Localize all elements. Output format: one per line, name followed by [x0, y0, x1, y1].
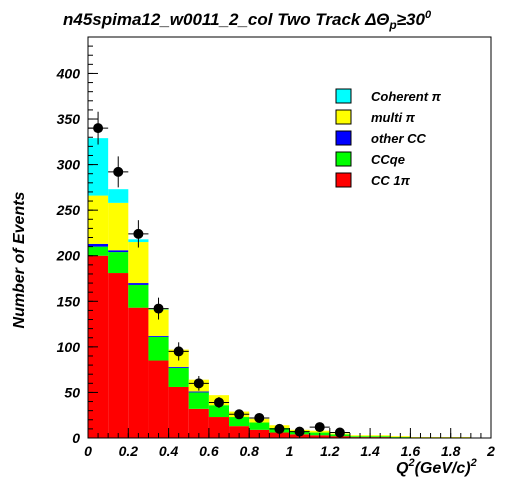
y-tick-label: 200 — [56, 248, 81, 264]
bar-other-cc — [188, 391, 209, 393]
y-tick-label: 0 — [72, 430, 80, 446]
bar-ccqe — [88, 246, 109, 256]
data-point — [173, 346, 184, 357]
legend-swatch — [335, 151, 352, 167]
bar-ccqe — [128, 284, 149, 308]
y-tick-label: 350 — [57, 111, 81, 127]
y-tick-label: 300 — [57, 157, 81, 173]
bar-ccqe — [168, 367, 189, 387]
x-tick-label: 1.8 — [441, 443, 461, 459]
bar-ccqe — [249, 422, 270, 430]
legend-swatch — [335, 109, 352, 125]
axes: 0 0.2 0.4 0.6 0.8 1 1.2 1.4 1.6 1.8 2 0 50 100 150 200 2… — [56, 36, 495, 459]
bar-other-cc — [108, 250, 129, 253]
xlabel-sup1: 2 — [407, 457, 414, 469]
legend-swatch — [335, 88, 352, 104]
bar-multi- — [88, 195, 109, 244]
bar-coherent- — [88, 138, 109, 196]
y-axis-label: Number of Events — [11, 191, 28, 328]
bar-cc-1- — [188, 408, 209, 438]
title-main: n45spima12_w0011_2_col Two Track — [63, 10, 365, 29]
bar-cc-1- — [168, 386, 189, 438]
data-point — [314, 422, 325, 433]
bar-other-cc — [88, 243, 109, 247]
title-sub: p — [388, 18, 396, 32]
data-point — [153, 303, 164, 314]
data-point — [93, 123, 104, 134]
bar-other-cc — [128, 283, 149, 285]
x-tick-label: 1.6 — [401, 443, 421, 459]
data-point — [213, 397, 224, 408]
data-point — [193, 378, 204, 389]
bar-cc-1- — [148, 360, 169, 438]
bar-cc-1- — [229, 426, 250, 438]
data-point — [133, 228, 144, 239]
y-tick-label: 150 — [57, 293, 81, 309]
chart-title: n45spima12_w0011_2_col Two Track ΔΘp≥300 — [63, 9, 432, 32]
bar-cc-1- — [208, 417, 230, 438]
bar-cc-1- — [108, 273, 129, 438]
legend: Coherent π multi π other CC CCqe CC 1π — [335, 88, 442, 188]
legend-label: multi π — [371, 110, 416, 125]
bar-other-cc — [168, 366, 189, 368]
data-point — [274, 423, 285, 434]
stacked-bars — [88, 138, 471, 438]
x-axis-label: Q2(GeV/c)2 — [396, 457, 477, 477]
x-tick-label: 1 — [286, 443, 294, 459]
xlabel-q: Q — [396, 460, 409, 477]
xlabel-unit: (GeV/c) — [415, 460, 471, 477]
y-tick-label: 50 — [64, 384, 80, 400]
bar-coherent- — [108, 189, 129, 203]
y-tick-label: 400 — [56, 65, 81, 81]
x-tick-label: 2 — [486, 443, 495, 459]
bar-multi- — [148, 309, 169, 336]
bar-other-cc — [148, 335, 169, 337]
bar-multi- — [128, 242, 149, 284]
data-points — [88, 111, 350, 438]
x-tick-label: 0 — [84, 443, 92, 459]
xlabel-sup2: 2 — [470, 457, 477, 469]
title-sup: 0 — [425, 9, 432, 21]
data-point — [254, 412, 265, 423]
bar-ccqe — [108, 252, 129, 274]
bar-multi- — [108, 202, 129, 251]
x-tick-label: 0.6 — [199, 443, 219, 459]
x-tick-label: 0.4 — [159, 443, 179, 459]
legend-label: CCqe — [371, 152, 405, 167]
bar-cc-1- — [128, 307, 149, 438]
bar-ccqe — [229, 417, 250, 427]
title-delta: ΔΘ — [364, 10, 389, 29]
x-tick-label: 1.2 — [320, 443, 340, 459]
data-point — [294, 426, 305, 437]
x-tick-label: 0.2 — [119, 443, 139, 459]
bar-ccqe — [188, 392, 209, 409]
legend-swatch — [335, 130, 352, 146]
data-point — [113, 166, 124, 177]
legend-label: other CC — [371, 131, 427, 146]
data-point — [334, 427, 345, 438]
data-point — [234, 409, 245, 420]
y-tick-label: 250 — [56, 202, 81, 218]
x-tick-label: 1.4 — [360, 443, 380, 459]
x-tick-label: 0.8 — [239, 443, 259, 459]
legend-swatch — [335, 172, 352, 188]
title-cond: ≥30 — [397, 10, 426, 29]
bar-ccqe — [208, 405, 230, 418]
legend-label: Coherent π — [371, 89, 442, 104]
legend-label: CC 1π — [371, 173, 411, 188]
bar-ccqe — [148, 336, 169, 361]
y-tick-label: 100 — [57, 339, 81, 355]
